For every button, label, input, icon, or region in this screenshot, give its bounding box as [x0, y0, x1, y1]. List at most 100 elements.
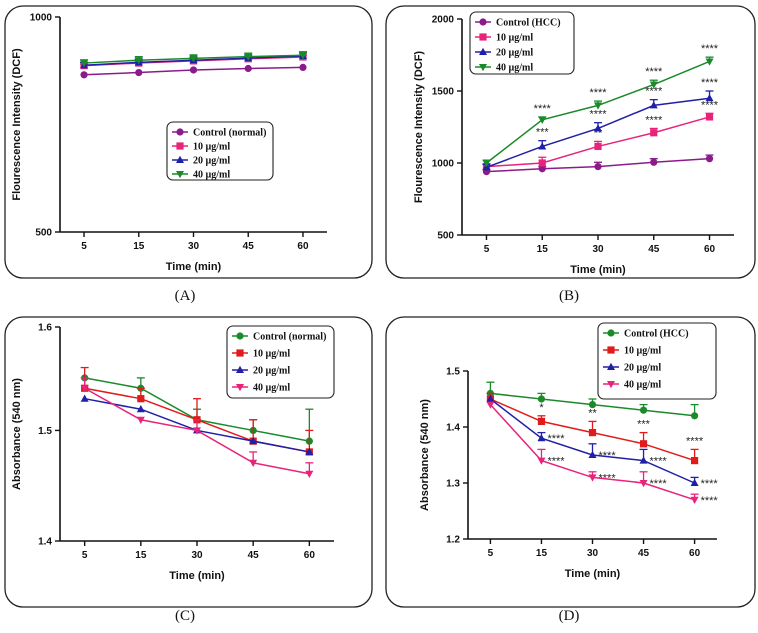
- y-axis-title: Flourescence Intensity (DCF): [413, 51, 425, 204]
- y-axis-title: Absorbance (540 nm): [419, 399, 431, 511]
- legend-box: [597, 322, 717, 400]
- legend-label: 40 µg/ml: [193, 170, 230, 181]
- x-tick-label: 60: [689, 548, 701, 559]
- legend-swatch-marker: [236, 384, 244, 392]
- data-point: [305, 447, 314, 455]
- panel-label: (B): [559, 288, 579, 304]
- data-point: [639, 406, 648, 414]
- x-tick-label: 60: [304, 550, 316, 561]
- legend-swatch-marker: [176, 128, 184, 136]
- x-axis-title: Time (min): [166, 261, 222, 273]
- y-tick-label: 500: [35, 228, 52, 239]
- legend-swatch-marker: [479, 18, 487, 26]
- significance-label: ****: [645, 86, 663, 98]
- significance-label: ****: [686, 435, 704, 447]
- data-point: [690, 478, 699, 486]
- significance-label: ****: [701, 99, 719, 111]
- data-point: [298, 52, 307, 60]
- data-point: [650, 129, 658, 137]
- significance-label: ****: [599, 472, 617, 484]
- data-point: [705, 58, 714, 66]
- panel-label: (C): [175, 608, 195, 624]
- data-point: [639, 480, 648, 488]
- x-tick-label: 30: [592, 244, 604, 255]
- data-point: [80, 60, 89, 68]
- x-tick-label: 5: [81, 241, 87, 252]
- data-point: [690, 496, 699, 504]
- y-tick-label: 1.2: [446, 535, 460, 546]
- data-point: [594, 163, 602, 171]
- significance-label: ****: [645, 66, 663, 78]
- significance-label: ****: [589, 109, 607, 121]
- data-point: [537, 457, 546, 465]
- legend-label: 20 µg/ml: [624, 363, 661, 374]
- x-tick-label: 15: [133, 241, 145, 252]
- data-point: [537, 395, 546, 403]
- x-tick-label: 60: [297, 241, 309, 252]
- data-point: [594, 124, 602, 132]
- legend-swatch-marker: [607, 346, 615, 354]
- panel-label: (A): [175, 288, 196, 304]
- significance-label: ****: [547, 456, 565, 468]
- x-tick-label: 15: [536, 548, 548, 559]
- data-point: [705, 94, 714, 102]
- y-axis-title: Absorbance (540 nm): [11, 378, 23, 490]
- legend-box: [226, 325, 335, 399]
- significance-label: ****: [645, 114, 663, 126]
- data-point: [639, 456, 648, 464]
- significance-label: ****: [534, 103, 552, 115]
- panel-label: (D): [559, 608, 580, 624]
- data-point: [137, 395, 145, 403]
- significance-label: ****: [701, 495, 719, 507]
- x-tick-label: 45: [648, 244, 660, 255]
- significance-label: ****: [589, 87, 607, 99]
- y-tick-label: 1.5: [446, 367, 460, 378]
- series-4: [80, 377, 314, 478]
- x-axis-title: Time (min): [570, 264, 626, 276]
- x-axis-title: Time (min): [169, 570, 225, 582]
- data-point: [538, 165, 546, 173]
- legend-label: Control (normal): [253, 332, 326, 343]
- data-point: [189, 55, 198, 63]
- legend-label: 20 µg/ml: [253, 366, 290, 377]
- legend-swatch-marker: [607, 381, 615, 389]
- data-point: [649, 101, 658, 109]
- y-tick-label: 500: [437, 231, 454, 242]
- data-point: [249, 459, 258, 468]
- series-1: [482, 154, 714, 176]
- series-4: **** **** **** ****: [486, 401, 719, 507]
- data-point: [482, 160, 491, 168]
- legend-label: 10 µg/ml: [496, 33, 533, 44]
- panel-c: 5 15 30 45 60 1.4 1.5 1.6 Time (min) Absorbance (…: [4, 316, 373, 624]
- y-tick-label: 1.5: [38, 426, 52, 437]
- x-tick-label: 30: [191, 550, 203, 561]
- legend: Control (normal) 10 µg/ml 20 µg/ml 40 µg/ml: [166, 121, 274, 181]
- legend: Control (HCC) 10 µg/ml 20 µg/ml 40 µg/ml: [597, 322, 717, 400]
- series-4: **** **** **** ****: [482, 43, 719, 168]
- data-point: [538, 116, 547, 124]
- significance-label: ****: [650, 456, 668, 468]
- legend-label: Control (HCC): [624, 329, 689, 340]
- x-tick-label: 45: [248, 550, 260, 561]
- legend-swatch-marker: [607, 362, 615, 370]
- y-tick-label: 1000: [30, 13, 53, 24]
- significance-label: **: [588, 407, 597, 419]
- significance-label: ***: [536, 127, 550, 139]
- legend-box: [469, 11, 575, 75]
- data-point: [486, 394, 495, 402]
- significance-label: ****: [701, 77, 719, 89]
- x-tick-label: 45: [638, 548, 650, 559]
- x-tick-label: 15: [537, 244, 549, 255]
- series-1: [486, 381, 699, 420]
- data-point: [537, 434, 546, 442]
- x-tick-label: 30: [587, 548, 599, 559]
- y-tick-label: 1500: [432, 87, 455, 98]
- legend-swatch-marker: [236, 365, 244, 373]
- legend-swatch-marker: [236, 332, 244, 340]
- data-point: [134, 57, 143, 65]
- legend-label: 40 µg/ml: [624, 380, 661, 391]
- data-point: [249, 436, 258, 445]
- x-tick-label: 5: [484, 244, 490, 255]
- legend-swatch-marker: [176, 155, 184, 163]
